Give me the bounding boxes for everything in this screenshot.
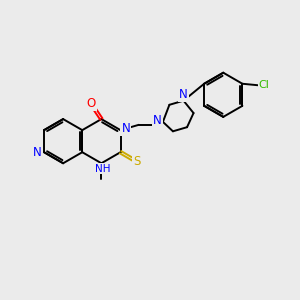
Text: O: O bbox=[86, 97, 96, 110]
Text: N: N bbox=[153, 114, 162, 127]
Text: NH: NH bbox=[95, 164, 111, 173]
Text: N: N bbox=[33, 146, 42, 159]
Text: N: N bbox=[122, 122, 130, 135]
Text: S: S bbox=[133, 155, 140, 168]
Text: N: N bbox=[179, 88, 188, 101]
Text: Cl: Cl bbox=[259, 80, 270, 90]
